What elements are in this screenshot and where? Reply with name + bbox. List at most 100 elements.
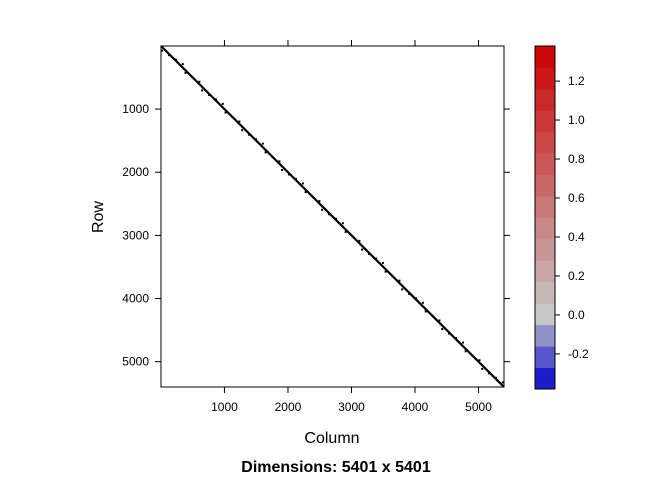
colorkey-bin (535, 88, 555, 111)
matrix-entry (384, 270, 387, 273)
matrix-entry (448, 332, 451, 335)
matrix-entry (304, 191, 307, 194)
colorkey-bin (535, 303, 555, 326)
y-tick-label: 4000 (122, 292, 149, 306)
matrix-entry (495, 376, 498, 379)
x-tick-label: 3000 (338, 400, 365, 414)
plot-panel: 1000 2000 3000 4000 5000 1000 2000 3000 4000 5000 (122, 40, 510, 414)
colorkey-bin (535, 324, 555, 347)
colorkey-bin (535, 260, 555, 283)
matrix-entry (398, 279, 401, 282)
matrix-entry (438, 319, 441, 322)
colorkey-tick-label: 0.2 (568, 269, 585, 283)
matrix-entry (241, 129, 244, 132)
x-tick-label: 2000 (275, 400, 302, 414)
matrix-entry (318, 200, 321, 203)
matrix-entry (271, 155, 274, 158)
matrix-entry (214, 98, 217, 101)
colorkey: -0.2 0.0 0.2 0.4 0.6 0.8 1.0 1.2 (534, 45, 589, 390)
colorkey-tick-label: -0.2 (568, 347, 589, 361)
matrix-entry (461, 341, 464, 344)
matrix-entry (207, 93, 210, 96)
chart-title: Dimensions: 5401 x 5401 (241, 459, 431, 476)
colorkey-frame (534, 45, 556, 390)
colorkey-tick-label: 0.0 (568, 308, 585, 322)
y-tick-label: 5000 (122, 355, 149, 369)
matrix-entry (401, 288, 404, 291)
matrix-entry (341, 222, 344, 225)
matrix-entry (471, 354, 474, 357)
y-tick-label: 1000 (122, 102, 149, 116)
matrix-entry (184, 71, 187, 74)
matrix-entry (424, 310, 427, 313)
x-tick-label: 4000 (402, 400, 429, 414)
matrix-entry (264, 151, 267, 154)
colorkey-tick-label: 0.4 (568, 230, 585, 244)
matrix-entry (361, 248, 364, 251)
matrix-entry (374, 257, 377, 260)
colorkey-bin (535, 346, 555, 369)
matrix-entry (368, 253, 371, 256)
colorkey-bin (535, 174, 555, 197)
matrix-entry (391, 275, 394, 278)
colorkey-tick-label: 0.6 (568, 191, 585, 205)
matrix-entry (481, 367, 484, 370)
matrix-entry (455, 337, 458, 340)
matrix-entry (351, 235, 354, 238)
colorkey-tick-label: 0.8 (568, 152, 585, 166)
matrix-entry (328, 213, 331, 216)
matrix-entry (414, 297, 417, 300)
colorkey-bin (535, 46, 555, 68)
matrix-entry (478, 359, 481, 362)
matrix-entry (174, 58, 177, 61)
matrix-entry (381, 262, 384, 265)
matrix-entry (198, 80, 201, 83)
colorkey-bin (535, 67, 555, 90)
colorkey-bin (535, 153, 555, 176)
colorkey-bin (535, 131, 555, 154)
matrix-entry (261, 142, 264, 145)
y-tick-label: 2000 (122, 165, 149, 179)
matrix-entry (201, 89, 204, 92)
matrix-entry (358, 239, 361, 242)
matrix-entry (254, 138, 257, 141)
matrix-diagonal-band (160, 45, 505, 388)
matrix-entry (311, 195, 314, 198)
matrix-entry (238, 120, 241, 123)
colorkey-bin (535, 238, 555, 261)
matrix-entry (281, 168, 284, 171)
plot-frame (160, 45, 505, 388)
colorkey-tick-label: 1.0 (568, 113, 585, 127)
matrix-entry (501, 381, 504, 384)
matrix-entry (221, 102, 224, 105)
matrix-entry (161, 49, 164, 52)
colorkey-bin (535, 217, 555, 240)
matrix-entry (181, 63, 184, 66)
colorkey-bin (535, 196, 555, 218)
colorkey-bin (535, 281, 555, 304)
matrix-entry (344, 230, 347, 233)
colorkey-bin (535, 367, 555, 390)
matrix-entry (464, 350, 467, 353)
y-tick-label: 3000 (122, 228, 149, 242)
matrix-entry (191, 76, 194, 79)
x-tick-label: 5000 (465, 400, 492, 414)
matrix-entry (441, 328, 444, 331)
colorkey-bin (535, 110, 555, 133)
matrix-entry (408, 292, 411, 295)
matrix-entry (431, 314, 434, 317)
colorkey-tick-label: 1.2 (568, 74, 585, 88)
matrix-entry (278, 160, 281, 163)
matrix-entry (301, 182, 304, 185)
matrix-entry (321, 208, 324, 211)
matrix-entry (421, 301, 424, 304)
matrix-entry (248, 133, 251, 136)
matrix-entry (334, 217, 337, 220)
matrix-entry (224, 111, 227, 114)
matrix-entry (167, 54, 170, 57)
matrix-entry (488, 372, 491, 375)
matrix-entry (288, 173, 291, 176)
matrix-entry (231, 116, 234, 119)
x-axis-label: Column (304, 430, 359, 447)
